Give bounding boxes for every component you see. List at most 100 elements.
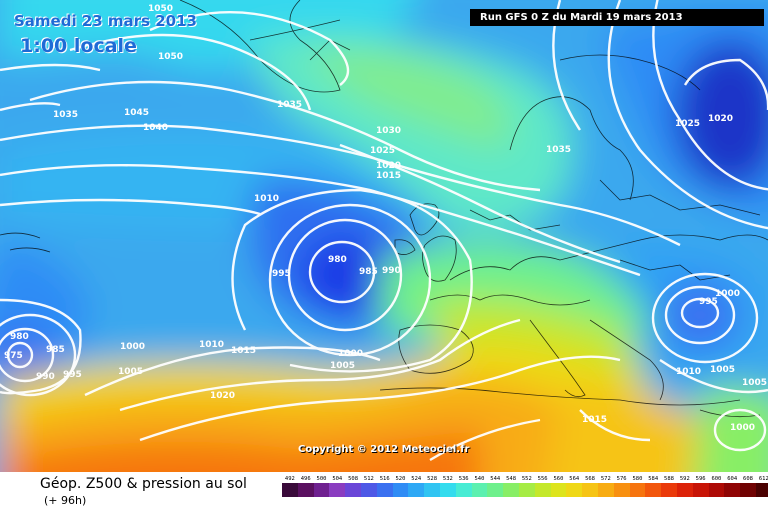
scale-swatch	[471, 483, 488, 497]
scale-swatch	[613, 483, 630, 497]
scale-step: 564	[566, 475, 583, 497]
scale-swatch	[692, 483, 709, 497]
scale-step: 552	[518, 475, 535, 497]
scale-label: 572	[600, 476, 611, 482]
scale-swatch	[408, 483, 425, 497]
scale-step: 540	[471, 475, 488, 497]
scale-swatch	[455, 483, 472, 497]
scale-step: 576	[613, 475, 630, 497]
scale-step: 508	[345, 475, 361, 497]
isobar-label: 985	[359, 267, 378, 277]
isobar-label: 985	[46, 345, 65, 355]
scale-label: 532	[442, 476, 453, 482]
scale-label: 548	[506, 476, 517, 482]
isobar-label: 1030	[376, 126, 401, 136]
scale-label: 564	[569, 476, 580, 482]
scale-step: 504	[329, 475, 346, 497]
scale-swatch	[676, 483, 693, 497]
forecast-date: Samedi 23 mars 2013	[14, 12, 197, 30]
scale-label: 592	[679, 476, 690, 482]
scale-label: 496	[300, 476, 311, 482]
isobar-label: 1010	[254, 194, 279, 204]
isobar-label: 1020	[376, 161, 401, 171]
scale-label: 512	[363, 476, 374, 482]
isobar-label: 1015	[376, 171, 401, 181]
scale-swatch	[755, 483, 768, 497]
scale-swatch	[329, 483, 346, 497]
scale-swatch	[376, 483, 393, 497]
scale-step: 584	[645, 475, 662, 497]
legend-footer: Géop. Z500 & pression au sol (+ 96h) 492…	[0, 472, 768, 512]
scale-swatch	[566, 483, 583, 497]
scale-label: 520	[395, 476, 406, 482]
scale-label: 608	[743, 476, 753, 482]
scale-label: 596	[695, 476, 706, 482]
scale-step: 528	[424, 475, 440, 497]
isobar-label: 1015	[582, 415, 607, 425]
scale-label: 588	[664, 476, 674, 482]
scale-label: 492	[284, 476, 295, 482]
isobar-label: 1010	[199, 340, 224, 350]
isobar-label: 1005	[742, 378, 767, 388]
isobar-label: 1005	[330, 361, 355, 371]
scale-swatch	[282, 483, 298, 497]
weather-map: 1050 1050 1045 1040 1035 1035 1030 1025 …	[0, 0, 768, 472]
scale-label: 504	[332, 476, 343, 482]
scale-swatch	[297, 483, 314, 497]
isobar-label: 1020	[708, 114, 733, 124]
scale-label: 500	[316, 476, 327, 482]
scale-swatch	[708, 483, 725, 497]
scale-step: 600	[708, 475, 725, 497]
scale-swatch	[487, 483, 504, 497]
scale-swatch	[360, 483, 377, 497]
scale-step: 520	[392, 475, 409, 497]
isobar-labels: 1050 1050 1045 1040 1035 1035 1030 1025 …	[4, 4, 767, 433]
isobar-label: 980	[328, 255, 347, 265]
isobar-label: 1000	[120, 342, 145, 352]
scale-step: 604	[724, 475, 741, 497]
scale-swatch	[629, 483, 646, 497]
scale-step: 548	[503, 475, 519, 497]
scale-step: 516	[376, 475, 393, 497]
scale-swatch	[392, 483, 409, 497]
product-title: Géop. Z500 & pression au sol	[40, 476, 247, 492]
scale-step: 560	[550, 475, 567, 497]
isobar-label: 1050	[148, 4, 173, 14]
scale-step: 568	[582, 475, 598, 497]
scale-label: 580	[632, 476, 643, 482]
scale-label: 604	[727, 476, 738, 482]
scale-step: 544	[487, 475, 504, 497]
isobar-label: 990	[382, 266, 401, 276]
scale-label: 612	[758, 476, 768, 482]
scale-step: 496	[297, 475, 314, 497]
scale-swatch	[740, 483, 756, 497]
isobar-label: 980	[10, 332, 29, 342]
scale-label: 576	[616, 476, 627, 482]
isobar-label: 990	[36, 372, 55, 382]
scale-label: 516	[379, 476, 390, 482]
scale-label: 536	[458, 476, 469, 482]
scale-step: 512	[360, 475, 377, 497]
isobar-label: 1000	[730, 423, 755, 433]
scale-label: 584	[648, 476, 659, 482]
scale-swatch	[661, 483, 677, 497]
scale-swatch	[597, 483, 614, 497]
color-scale: 492 496 500 504 508 512 516 520 524 528 532 536 540 5…	[282, 475, 768, 497]
scale-swatch	[550, 483, 567, 497]
scale-step: 500	[313, 475, 330, 497]
isobar-label: 1035	[546, 145, 571, 155]
isobar-label: 995	[272, 269, 291, 279]
scale-label: 556	[537, 476, 548, 482]
isobar-label: 995	[63, 370, 82, 380]
lead-time: (+ 96h)	[44, 494, 87, 507]
scale-swatch	[424, 483, 440, 497]
scale-label: 568	[585, 476, 595, 482]
isobar-label: 1015	[231, 346, 256, 356]
isobar-label: 1040	[143, 123, 168, 133]
scale-step: 592	[676, 475, 693, 497]
scale-swatch	[645, 483, 662, 497]
isobar-label: 1025	[675, 119, 700, 129]
scale-step: 596	[692, 475, 709, 497]
isobar-label: 1035	[277, 100, 302, 110]
scale-step: 492	[282, 475, 298, 497]
